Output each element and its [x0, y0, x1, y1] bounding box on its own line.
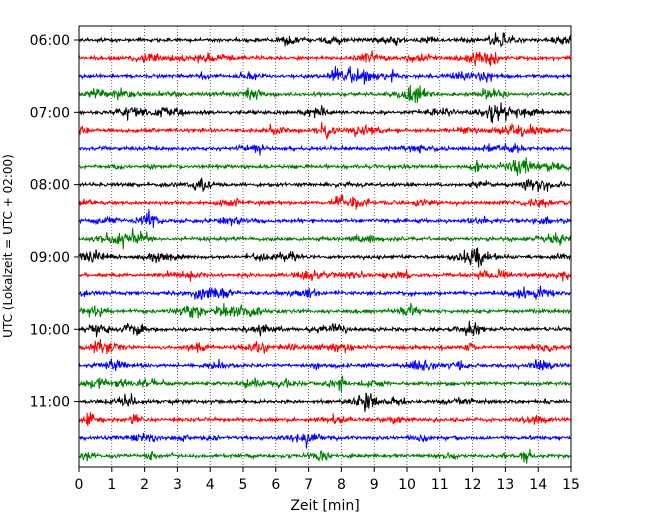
- trace-0645: [78, 84, 572, 104]
- y-tick-label: 06:00: [30, 33, 70, 49]
- x-tick-label: 15: [562, 477, 580, 493]
- traces: [78, 32, 572, 464]
- x-tick-label: 8: [337, 477, 346, 493]
- trace-1115: [78, 412, 572, 427]
- trace-1145: [78, 448, 572, 464]
- x-tick-label: 10: [398, 477, 416, 493]
- plot-frame: [78, 25, 572, 468]
- x-tick-label: 3: [173, 477, 182, 493]
- trace-0700: [78, 102, 572, 124]
- trace-1045: [78, 375, 572, 393]
- trace-0745: [78, 156, 572, 176]
- y-tick-label: 11:00: [30, 395, 70, 411]
- trace-0900: [78, 247, 572, 268]
- x-tick-label: 1: [107, 477, 116, 493]
- x-tick-label: 4: [206, 477, 215, 493]
- trace-0800: [78, 177, 572, 193]
- x-tick-label: 2: [140, 477, 149, 493]
- x-tick-label: 12: [464, 477, 482, 493]
- trace-0730: [78, 143, 572, 156]
- x-tick-label: 6: [271, 477, 280, 493]
- x-tick-label: 5: [239, 477, 248, 493]
- y-tick-label: 10:00: [30, 322, 70, 338]
- x-tick-label: 14: [529, 477, 547, 493]
- x-tick-label: 0: [75, 477, 84, 493]
- trace-0630: [78, 65, 572, 85]
- trace-1100: [78, 392, 572, 413]
- x-tick-label: 11: [431, 477, 449, 493]
- trace-0930: [78, 285, 572, 300]
- trace-0830: [78, 209, 572, 229]
- trace-0615: [78, 50, 572, 67]
- y-tick-label: 08:00: [30, 178, 70, 194]
- trace-0945: [78, 302, 572, 319]
- x-tick-label: 7: [304, 477, 313, 493]
- x-axis: 0 1 2 3 4 5 6 7 8 9 10 11 12 13 14 15: [75, 467, 580, 493]
- trace-1030: [78, 358, 572, 372]
- trace-0600: [78, 32, 572, 48]
- x-tick-label: 9: [370, 477, 379, 493]
- trace-1015: [78, 338, 572, 355]
- x-tick-label: 13: [496, 477, 514, 493]
- trace-0815: [78, 194, 572, 210]
- x-axis-label: Zeit [min]: [290, 498, 359, 514]
- trace-1130: [78, 432, 572, 449]
- trace-1000: [78, 320, 572, 338]
- y-axis-label: UTC (Lokalzeit = UTC + 02:00): [1, 154, 15, 338]
- trace-0715: [78, 121, 572, 140]
- y-tick-label: 07:00: [30, 105, 70, 121]
- y-tick-label: 09:00: [30, 250, 70, 266]
- trace-0845: [78, 227, 572, 250]
- trace-0915: [78, 268, 572, 282]
- y-axis: 06:00 07:00 08:00 09:00 10:00 11:00: [30, 33, 79, 411]
